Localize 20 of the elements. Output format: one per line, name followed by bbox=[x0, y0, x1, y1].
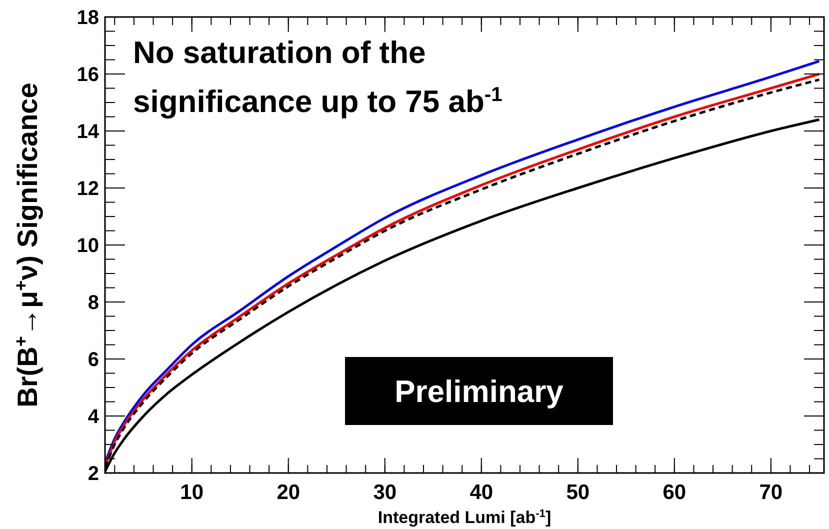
x-tick-label: 70 bbox=[759, 481, 783, 504]
annotation: No saturation of the bbox=[133, 35, 426, 70]
y-tick-label: 8 bbox=[88, 292, 99, 314]
x-tick-label: 50 bbox=[566, 481, 590, 504]
x-tick-label: 20 bbox=[276, 481, 300, 504]
y-tick-label: 12 bbox=[76, 178, 99, 200]
y-tick-label: 4 bbox=[88, 406, 100, 428]
y-tick-label: 2 bbox=[88, 463, 99, 485]
x-axis-title: Integrated Lumi [ab$^{-1}$] bbox=[378, 508, 552, 527]
annotation: significance up to 75 ab$^{-1}$ bbox=[133, 84, 502, 119]
annotation: Preliminary bbox=[394, 374, 564, 409]
y-tick-label: 16 bbox=[76, 64, 99, 86]
y-tick-label: 14 bbox=[76, 121, 100, 143]
x-tick-label: 10 bbox=[180, 481, 204, 504]
y-tick-label: 6 bbox=[88, 349, 99, 371]
x-tick-label: 40 bbox=[470, 481, 494, 504]
x-tick-label: 30 bbox=[373, 481, 397, 504]
y-tick-label: 10 bbox=[76, 235, 99, 257]
y-tick-label: 18 bbox=[76, 7, 99, 29]
x-tick-label: 60 bbox=[662, 481, 686, 504]
